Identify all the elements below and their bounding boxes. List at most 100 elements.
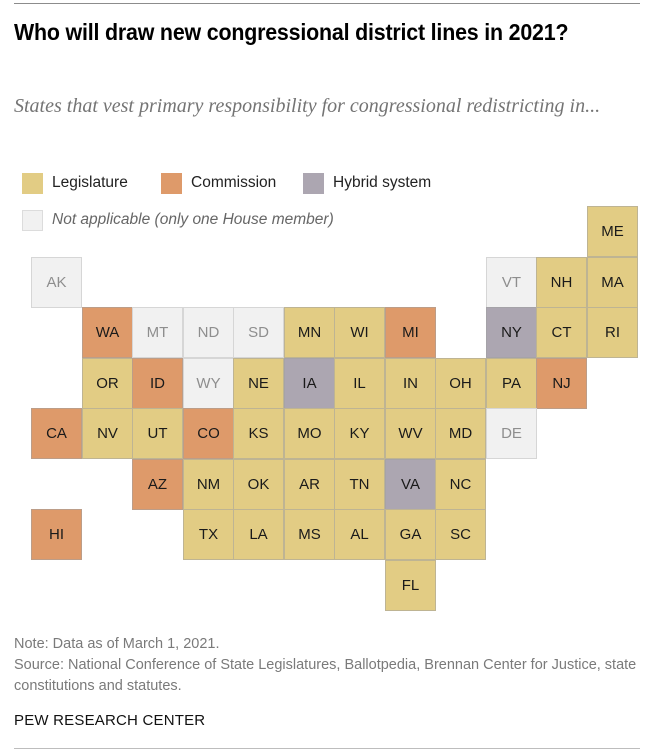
state-label: MN xyxy=(297,324,322,341)
state-label: AL xyxy=(350,526,369,543)
state-tile-nc: NC xyxy=(435,459,486,510)
state-label: SD xyxy=(248,324,269,341)
state-tile-ok: OK xyxy=(233,459,284,510)
state-tile-oh: OH xyxy=(435,358,486,409)
state-label: LA xyxy=(249,526,268,543)
legend-label-commission: Commission xyxy=(191,174,277,191)
state-label: TX xyxy=(198,526,219,543)
state-tile-nh: NH xyxy=(536,257,587,308)
state-tile-va: VA xyxy=(385,459,436,510)
chart-title: Who will draw new congressional district… xyxy=(14,19,569,45)
state-label: SC xyxy=(450,526,471,543)
state-label: OK xyxy=(247,476,270,493)
state-tile-al: AL xyxy=(334,509,385,560)
state-tile-me: ME xyxy=(587,206,638,257)
state-tile-fl: FL xyxy=(385,560,436,611)
state-tile-sc: SC xyxy=(435,509,486,560)
state-label: MA xyxy=(601,274,624,291)
state-label: IL xyxy=(353,375,366,392)
state-label: HI xyxy=(49,526,64,543)
state-label: CT xyxy=(551,324,572,341)
state-tile-la: LA xyxy=(233,509,284,560)
state-label: NY xyxy=(501,324,522,341)
top-rule xyxy=(14,3,640,4)
state-tile-md: MD xyxy=(435,408,486,459)
legend-item-not-applicable: Not applicable (only one House member) xyxy=(22,209,334,231)
state-tile-ne: NE xyxy=(233,358,284,409)
legend-swatch-not-applicable xyxy=(22,209,43,231)
state-label: UT xyxy=(147,425,168,442)
state-tile-mn: MN xyxy=(284,307,335,358)
state-tile-il: IL xyxy=(334,358,385,409)
legend-swatch-commission xyxy=(161,172,182,194)
state-tile-nj: NJ xyxy=(536,358,587,409)
state-label: KY xyxy=(349,425,370,442)
state-label: WY xyxy=(196,375,221,392)
state-label: AZ xyxy=(147,476,168,493)
chart-subtitle: States that vest primary responsibility … xyxy=(14,95,601,117)
legend-swatch-legislature xyxy=(22,172,43,194)
state-label: MS xyxy=(298,526,321,543)
state-tile-ca: CA xyxy=(31,408,82,459)
state-tile-ut: UT xyxy=(132,408,183,459)
state-tile-pa: PA xyxy=(486,358,537,409)
legend-label-not-applicable: Not applicable (only one House member) xyxy=(52,211,334,228)
state-label: WA xyxy=(95,324,120,341)
state-tile-ma: MA xyxy=(587,257,638,308)
state-tile-tx: TX xyxy=(183,509,234,560)
state-label: RI xyxy=(605,324,620,341)
state-label: NH xyxy=(550,274,573,291)
state-label: IN xyxy=(403,375,418,392)
state-label: DE xyxy=(501,425,522,442)
state-label: VT xyxy=(501,274,522,291)
state-label: NE xyxy=(248,375,269,392)
state-tile-sd: SD xyxy=(233,307,284,358)
state-tile-wv: WV xyxy=(385,408,436,459)
state-label: OH xyxy=(449,375,472,392)
state-label: ND xyxy=(197,324,220,341)
legend-label-hybrid: Hybrid system xyxy=(333,174,432,191)
state-label: GA xyxy=(399,526,422,543)
state-tile-mt: MT xyxy=(132,307,183,358)
legend-item-hybrid: Hybrid system xyxy=(303,172,431,194)
state-tile-ky: KY xyxy=(334,408,385,459)
state-tile-vt: VT xyxy=(486,257,537,308)
state-label: CA xyxy=(46,425,67,442)
state-tile-wy: WY xyxy=(183,358,234,409)
footnote: Note: Data as of March 1, 2021. Source: … xyxy=(14,634,644,697)
state-label: PA xyxy=(502,375,521,392)
state-label: ID xyxy=(150,375,165,392)
state-tile-tn: TN xyxy=(334,459,385,510)
state-tile-ga: GA xyxy=(385,509,436,560)
state-tile-de: DE xyxy=(486,408,537,459)
source-text: Source: National Conference of State Leg… xyxy=(14,657,637,694)
state-tile-ar: AR xyxy=(284,459,335,510)
state-tile-ms: MS xyxy=(284,509,335,560)
state-tile-wa: WA xyxy=(82,307,133,358)
state-label: MO xyxy=(297,425,322,442)
legend-swatch-hybrid xyxy=(303,172,324,194)
state-label: NJ xyxy=(552,375,571,392)
state-tile-in: IN xyxy=(385,358,436,409)
note-text: Note: Data as of March 1, 2021. xyxy=(14,636,220,652)
state-tile-ia: IA xyxy=(284,358,335,409)
state-tile-or: OR xyxy=(82,358,133,409)
state-tile-nv: NV xyxy=(82,408,133,459)
state-tile-co: CO xyxy=(183,408,234,459)
state-label: TN xyxy=(349,476,370,493)
state-label: MI xyxy=(402,324,419,341)
state-label: WI xyxy=(350,324,369,341)
brand-logo-text: PEW RESEARCH CENTER xyxy=(14,712,206,729)
bottom-rule xyxy=(14,748,640,749)
state-tile-ny: NY xyxy=(486,307,537,358)
state-label: NC xyxy=(449,476,472,493)
legend-label-legislature: Legislature xyxy=(52,174,128,191)
state-tile-wi: WI xyxy=(334,307,385,358)
state-tile-ak: AK xyxy=(31,257,82,308)
state-tile-mo: MO xyxy=(284,408,335,459)
state-label: ME xyxy=(601,223,624,240)
state-label: WV xyxy=(398,425,423,442)
legend-item-legislature: Legislature xyxy=(22,172,128,194)
state-tile-nd: ND xyxy=(183,307,234,358)
